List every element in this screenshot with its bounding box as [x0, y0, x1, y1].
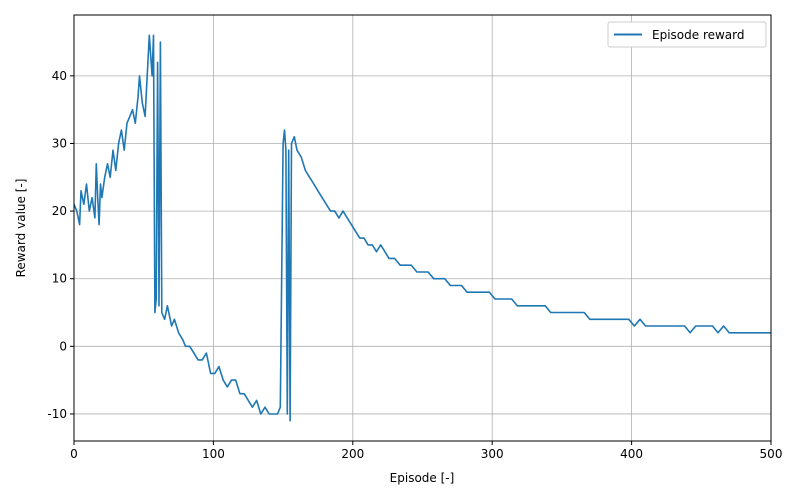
y-tick-label: -10 — [47, 407, 67, 421]
legend-box — [607, 21, 767, 48]
y-tick-label: 40 — [52, 69, 67, 83]
y-tick-label: 0 — [59, 339, 67, 353]
legend-label: Episode reward — [652, 28, 745, 42]
x-axis-label: Episode [-] — [390, 471, 455, 485]
y-tick-label: 30 — [52, 136, 67, 150]
y-tick-label: 10 — [52, 272, 67, 286]
plot-frame — [73, 14, 772, 442]
x-tick-label: 200 — [341, 447, 364, 461]
x-tick-label: 0 — [70, 447, 78, 461]
axis-ticks: 0 100 200 300 400 500 -10 0 10 20 30 40 — [47, 69, 782, 461]
x-tick-label: 100 — [202, 447, 225, 461]
legend: Episode reward — [607, 21, 767, 48]
x-tick-label: 300 — [481, 447, 504, 461]
series-line-episode-reward — [73, 34, 771, 422]
x-tick-label: 400 — [620, 447, 643, 461]
y-axis-label: Reward value [-] — [14, 179, 28, 278]
y-tick-label: 20 — [52, 204, 67, 218]
x-tick-label: 500 — [760, 447, 783, 461]
plot-series — [73, 34, 771, 422]
